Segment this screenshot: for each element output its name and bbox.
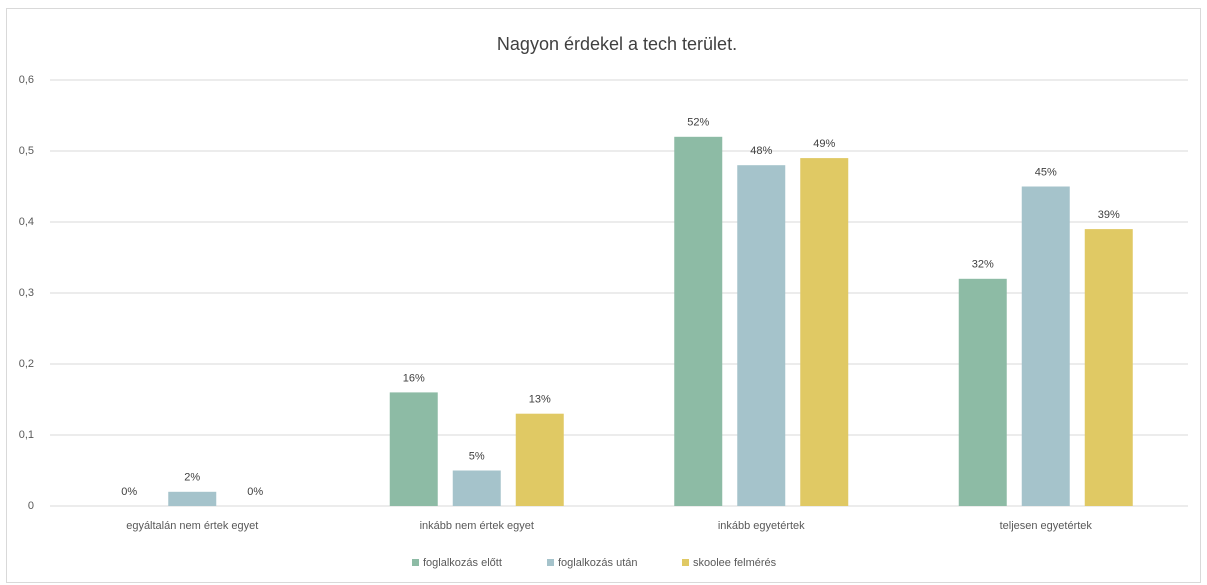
data-label: 13% xyxy=(529,394,551,406)
bar xyxy=(1084,229,1133,506)
data-label: 49% xyxy=(813,138,835,150)
y-tick-label: 0,3 xyxy=(19,287,34,299)
bar xyxy=(1021,186,1070,506)
x-tick-label: egyáltalán nem értek egyet xyxy=(126,520,258,532)
data-label: 52% xyxy=(687,117,709,129)
bar xyxy=(452,470,501,506)
x-tick-label: teljesen egyetértek xyxy=(1000,520,1093,532)
legend-swatch xyxy=(547,559,554,566)
y-tick-label: 0,2 xyxy=(19,358,34,370)
legend-label: foglalkozás után xyxy=(558,557,638,569)
bar xyxy=(389,392,438,506)
legend-label: skoolee felmérés xyxy=(693,557,777,569)
bar xyxy=(674,136,723,507)
data-label: 16% xyxy=(403,372,425,384)
data-label: 32% xyxy=(972,259,994,271)
data-label: 0% xyxy=(247,486,263,498)
x-tick-label: inkább egyetértek xyxy=(718,520,805,532)
data-label: 39% xyxy=(1098,209,1120,221)
data-label: 5% xyxy=(469,450,485,462)
chart-title: Nagyon érdekel a tech terület. xyxy=(497,34,737,54)
data-label: 45% xyxy=(1035,166,1057,178)
y-tick-label: 0,5 xyxy=(19,145,34,157)
legend-swatch xyxy=(412,559,419,566)
y-tick-label: 0,6 xyxy=(19,74,34,86)
bar xyxy=(168,491,217,506)
y-tick-label: 0,1 xyxy=(19,429,34,441)
bar xyxy=(800,158,849,506)
bar xyxy=(958,278,1007,506)
y-tick-label: 0,4 xyxy=(19,216,34,228)
data-label: 2% xyxy=(184,472,200,484)
legend-label: foglalkozás előtt xyxy=(423,557,502,569)
y-tick-label: 0 xyxy=(28,500,34,512)
x-tick-label: inkább nem értek egyet xyxy=(420,520,534,532)
data-label: 48% xyxy=(750,145,772,157)
data-label: 0% xyxy=(121,486,137,498)
bar xyxy=(737,165,786,506)
legend-swatch xyxy=(682,559,689,566)
bar xyxy=(515,413,564,506)
